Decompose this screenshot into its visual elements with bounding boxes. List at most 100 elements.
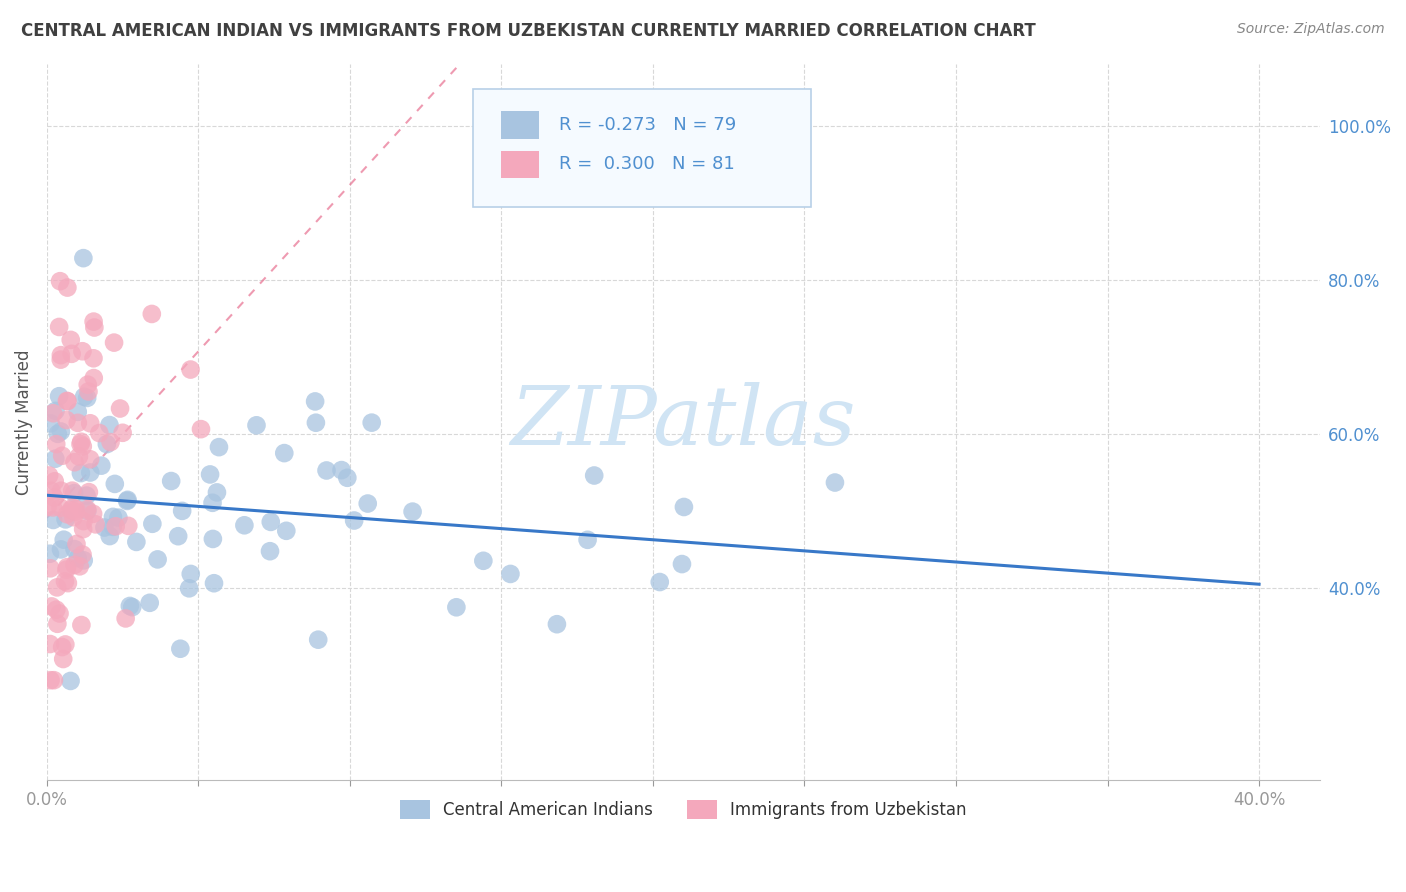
Point xyxy=(125,535,148,549)
Point xyxy=(39,637,62,651)
Point xyxy=(62,500,84,515)
Point xyxy=(671,557,693,571)
Point xyxy=(190,422,212,436)
Point xyxy=(42,673,65,688)
Point xyxy=(100,435,122,450)
Point xyxy=(55,563,77,577)
Point xyxy=(48,607,70,621)
Point xyxy=(117,492,139,507)
Point xyxy=(343,514,366,528)
Point xyxy=(83,320,105,334)
Y-axis label: Currently Married: Currently Married xyxy=(15,350,32,495)
Text: R = -0.273   N = 79: R = -0.273 N = 79 xyxy=(558,116,735,134)
Point xyxy=(46,426,69,441)
Point xyxy=(49,500,72,515)
Text: ZIPatlas: ZIPatlas xyxy=(510,382,856,462)
Point xyxy=(66,416,89,430)
Legend: Central American Indians, Immigrants from Uzbekistan: Central American Indians, Immigrants fro… xyxy=(394,793,973,826)
Point xyxy=(205,485,228,500)
Point xyxy=(77,384,100,399)
Point xyxy=(56,394,79,409)
Point xyxy=(169,641,191,656)
Point xyxy=(44,451,66,466)
Point xyxy=(107,510,129,524)
Point xyxy=(73,390,96,404)
Text: CENTRAL AMERICAN INDIAN VS IMMIGRANTS FROM UZBEKISTAN CURRENTLY MARRIED CORRELAT: CENTRAL AMERICAN INDIAN VS IMMIGRANTS FR… xyxy=(21,22,1036,40)
Point xyxy=(44,475,66,489)
Point xyxy=(89,425,111,440)
Point xyxy=(72,344,94,359)
Point xyxy=(63,486,86,500)
Point xyxy=(52,533,75,547)
Point xyxy=(172,504,194,518)
Point xyxy=(546,617,568,632)
Point xyxy=(39,417,62,431)
Point xyxy=(44,491,66,505)
Point xyxy=(245,418,267,433)
FancyBboxPatch shape xyxy=(502,112,540,138)
Point xyxy=(72,251,94,265)
Point xyxy=(180,566,202,581)
Point xyxy=(179,582,201,596)
Point xyxy=(304,394,326,409)
Point xyxy=(315,463,337,477)
Point xyxy=(672,500,695,514)
Point xyxy=(79,417,101,431)
Text: R =  0.300   N = 81: R = 0.300 N = 81 xyxy=(558,155,734,173)
Point xyxy=(84,517,107,532)
Point xyxy=(46,580,69,594)
Point xyxy=(77,485,100,500)
Point xyxy=(104,519,127,533)
Point xyxy=(66,405,89,419)
Point xyxy=(49,274,72,288)
Point xyxy=(83,351,105,366)
Point xyxy=(45,404,67,418)
Point xyxy=(42,513,65,527)
Point xyxy=(167,529,190,543)
Point xyxy=(101,509,124,524)
Point xyxy=(48,389,70,403)
Point xyxy=(45,602,67,616)
Point xyxy=(98,418,121,433)
Point xyxy=(233,518,256,533)
Point xyxy=(336,471,359,485)
Point xyxy=(56,576,79,591)
Point xyxy=(79,466,101,480)
Point xyxy=(59,503,82,517)
Point xyxy=(66,551,89,566)
Point xyxy=(401,505,423,519)
Point xyxy=(59,673,82,688)
Point xyxy=(824,475,846,490)
Point xyxy=(72,514,94,528)
Point xyxy=(56,393,79,408)
Point xyxy=(48,320,70,334)
Point xyxy=(69,559,91,574)
Point xyxy=(67,450,90,464)
Point xyxy=(70,618,93,632)
Point xyxy=(146,552,169,566)
Point xyxy=(90,458,112,473)
Point xyxy=(49,542,72,557)
Point xyxy=(55,512,77,526)
Point xyxy=(76,489,98,503)
Point xyxy=(82,507,104,521)
Point xyxy=(101,520,124,534)
Point xyxy=(69,437,91,451)
Point xyxy=(96,437,118,451)
Point xyxy=(76,502,98,516)
Point xyxy=(41,599,63,614)
Point xyxy=(201,532,224,546)
Point xyxy=(202,576,225,591)
Point xyxy=(276,524,298,538)
Point xyxy=(63,542,86,557)
Point xyxy=(63,558,86,572)
Point xyxy=(201,496,224,510)
Point xyxy=(76,377,98,392)
Point xyxy=(53,574,76,589)
Point xyxy=(39,561,62,575)
Point xyxy=(472,554,495,568)
Point xyxy=(73,553,96,567)
Point xyxy=(70,466,93,480)
Point xyxy=(56,280,79,294)
Point xyxy=(76,391,98,405)
